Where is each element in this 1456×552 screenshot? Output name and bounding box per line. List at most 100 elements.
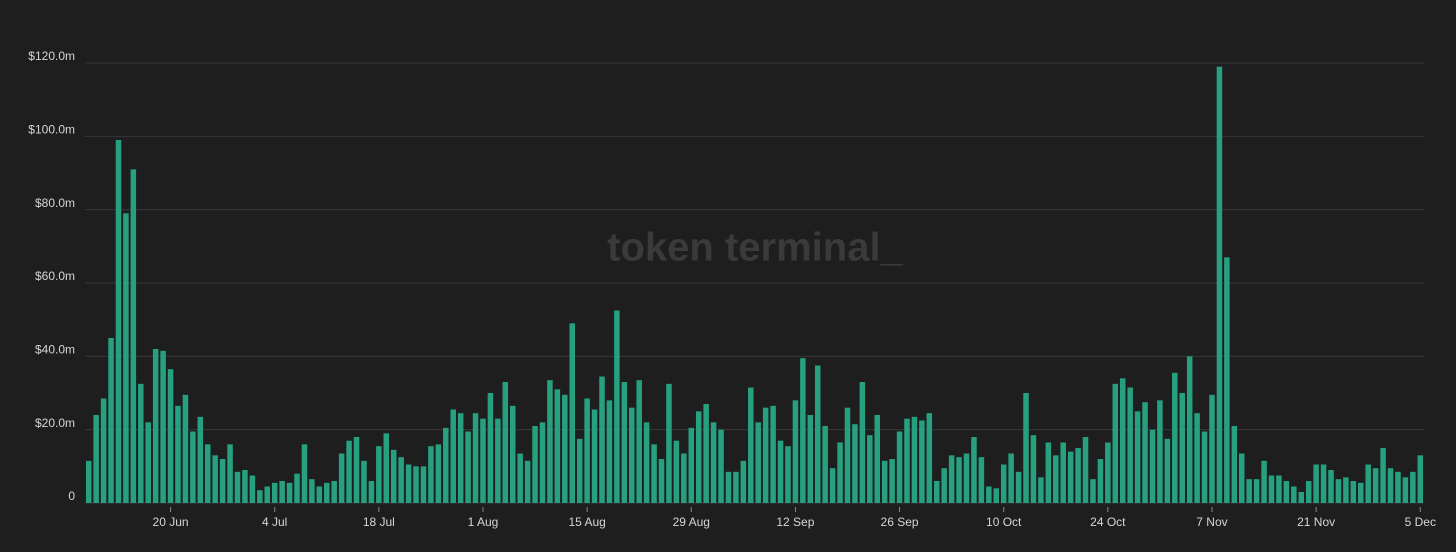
bar [733,471,739,503]
bar [1417,455,1424,503]
bar [904,418,910,503]
bar [978,457,985,503]
bar [1164,438,1171,503]
bar [919,420,925,503]
bar [651,444,657,503]
bar [457,413,464,503]
bar [286,482,293,503]
bar [1038,477,1044,503]
bar [175,405,181,503]
bar [889,459,895,503]
x-tick-label: 15 Aug [568,515,605,529]
bar [1350,481,1357,503]
bar [681,453,687,503]
bar [1246,479,1252,503]
bar [896,431,903,503]
bar [1365,464,1371,503]
bar [948,455,955,503]
bar [1023,393,1029,503]
bar [1179,393,1185,503]
bar [383,433,390,503]
bar [1186,356,1193,503]
bar [450,409,456,503]
y-tick-label: $80.0m [35,196,75,210]
bar [145,422,151,503]
bar [844,407,851,503]
bar [1053,455,1059,503]
bar [93,415,99,503]
bar [495,418,501,503]
bar [234,471,241,503]
bar [748,387,754,503]
bar [1343,477,1349,503]
bar [361,460,367,503]
bar [718,429,724,503]
x-tick-label: 26 Sep [881,515,919,529]
bar [800,358,806,503]
bar [279,481,285,503]
bar [785,446,791,503]
bar [1149,429,1156,503]
bar [725,471,732,503]
bar [257,490,263,503]
bar [614,310,620,503]
bar [822,426,828,503]
x-tick-label: 21 Nov [1297,515,1335,529]
bar [115,140,122,503]
bar [777,440,784,503]
x-tick-label: 10 Oct [986,515,1022,529]
bar [576,438,583,503]
y-tick-label: $40.0m [35,343,75,357]
x-tick-label: 29 Aug [673,515,710,529]
bar [1291,486,1297,503]
bar [941,468,947,503]
bar [1105,442,1111,503]
bar [338,453,345,503]
bar [971,437,977,503]
bar [762,407,769,503]
bar [152,349,159,503]
bar [658,459,665,503]
bar [1134,411,1141,503]
bar [487,393,494,503]
bar [353,437,360,503]
bar [554,389,561,503]
bar [792,400,799,503]
bar [1216,66,1223,504]
bar [524,460,531,503]
bar [204,444,211,503]
bar [108,338,114,503]
bar [1372,468,1379,503]
bar [197,416,204,503]
bar [249,475,256,503]
y-tick-label: 0 [68,489,75,503]
bar [1335,479,1342,503]
bar [599,376,605,503]
bar [1075,448,1081,503]
bar [591,409,598,503]
bar [710,422,717,503]
bar [1238,453,1245,503]
bar [100,398,107,503]
bar [309,479,315,503]
bar [398,457,404,503]
bar [1060,442,1066,503]
bar [1276,475,1282,503]
x-tick-label: 12 Sep [776,515,814,529]
bar [1395,471,1401,503]
bar [807,415,814,503]
bar [1090,479,1096,503]
bar [212,455,218,503]
y-tick-label: $100.0m [28,123,75,137]
bar [881,460,888,503]
bar [480,418,486,503]
y-tick-label: $20.0m [35,416,75,430]
bar [636,380,642,503]
bar [695,411,702,503]
bar [1224,257,1230,503]
bar [301,444,308,503]
bar [368,481,375,503]
bar [829,468,836,503]
